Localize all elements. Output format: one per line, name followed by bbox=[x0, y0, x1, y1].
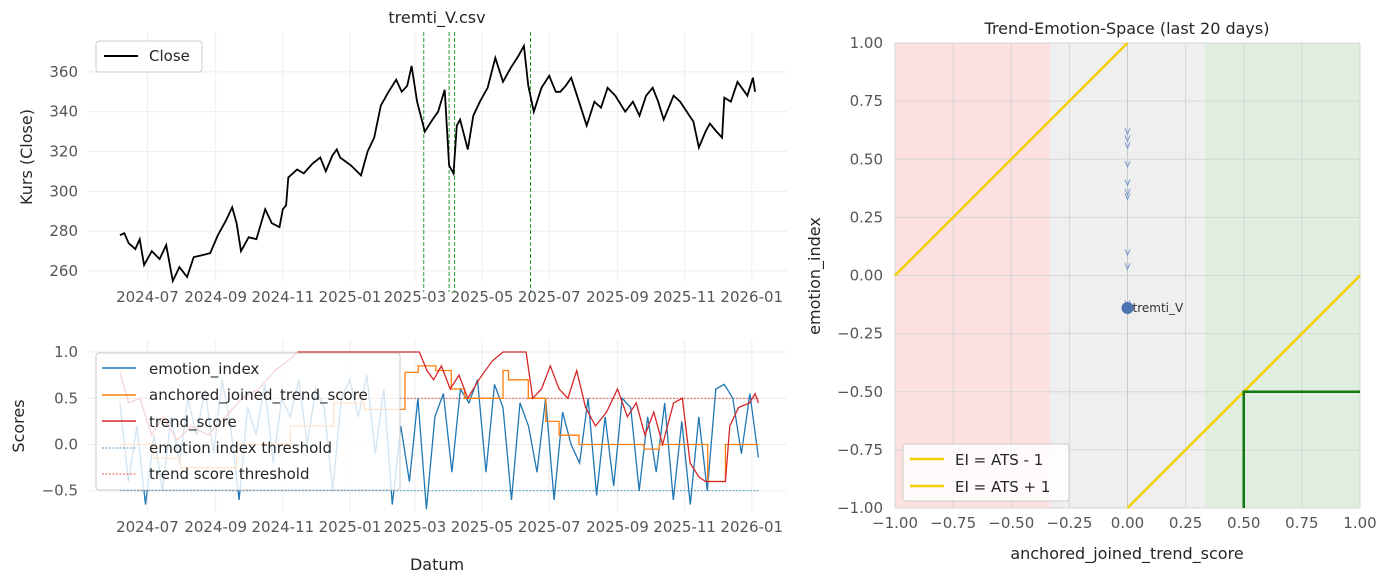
trail-arrow-marker bbox=[1124, 263, 1131, 271]
legend-box bbox=[95, 40, 203, 73]
x-tick-label: 2025-11 bbox=[653, 518, 716, 536]
legend-label-emotion-threshold: emotion index threshold bbox=[149, 439, 332, 457]
close-legend: Close bbox=[95, 40, 203, 73]
x-tick-label: 2024-07 bbox=[116, 518, 179, 536]
legend-label-trend-threshold: trend score threshold bbox=[149, 465, 309, 483]
legend-label-emotion-index: emotion_index bbox=[149, 360, 259, 379]
trail-arrow-marker bbox=[1124, 135, 1131, 143]
close-y-label: Kurs (Close) bbox=[17, 109, 36, 205]
legend-box bbox=[95, 352, 401, 491]
close-chart-title: tremti_V.csv bbox=[388, 8, 485, 28]
y-tick-label: −0.25 bbox=[837, 325, 883, 343]
close-series-line bbox=[119, 42, 756, 284]
x-tick-label: −0.25 bbox=[1046, 514, 1092, 532]
x-tick-label: 2026-01 bbox=[720, 288, 783, 306]
scores-legend: emotion_index anchored_joined_trend_scor… bbox=[95, 352, 401, 491]
y-tick-label: 340 bbox=[49, 103, 78, 121]
y-tick-label: 0.50 bbox=[850, 150, 883, 168]
x-tick-label: 2026-01 bbox=[720, 518, 783, 536]
y-tick-label: 260 bbox=[49, 262, 78, 280]
y-tick-label: 300 bbox=[49, 182, 78, 200]
x-tick-label: 2025-01 bbox=[319, 288, 382, 306]
x-tick-label: 2025-03 bbox=[384, 288, 447, 306]
y-tick-label: 320 bbox=[49, 143, 78, 161]
x-tick-label: 2025-07 bbox=[518, 288, 581, 306]
x-tick-label: 1.00 bbox=[1343, 514, 1376, 532]
x-tick-label: 2025-07 bbox=[518, 518, 581, 536]
legend-label-ei-ats-plus-1: EI = ATS + 1 bbox=[955, 478, 1050, 496]
legend-box bbox=[902, 443, 1070, 502]
close-price-axes: 260 280 300 320 340 360 2024-07 2024-09 2024-11 2… bbox=[49, 32, 787, 306]
y-tick-label: 1.0 bbox=[54, 343, 78, 361]
y-tick-label: 0.5 bbox=[54, 389, 78, 407]
trail-arrow-marker bbox=[1124, 188, 1131, 197]
trail-arrow-marker bbox=[1124, 179, 1131, 187]
scores-y-label: Scores bbox=[9, 399, 28, 452]
target-zone-line bbox=[1242, 390, 1360, 508]
legend-label-trend-score: trend_score bbox=[149, 413, 237, 432]
trail-arrow-marker bbox=[1124, 160, 1131, 169]
current-point-label: tremti_V bbox=[1133, 301, 1184, 315]
y-tick-label: 0.75 bbox=[850, 92, 883, 110]
x-tick-label: 2025-05 bbox=[451, 288, 514, 306]
x-tick-label: 0.00 bbox=[1111, 514, 1144, 532]
y-tick-label: −0.75 bbox=[837, 441, 883, 459]
legend-label-ats: anchored_joined_trend_score bbox=[149, 386, 368, 405]
y-tick-label: 0.00 bbox=[850, 267, 883, 285]
space-y-label: emotion_index bbox=[805, 217, 825, 335]
x-tick-label: 0.50 bbox=[1227, 514, 1260, 532]
legend-label-ei-ats-minus-1: EI = ATS - 1 bbox=[955, 451, 1043, 469]
y-tick-label: 0.25 bbox=[850, 208, 883, 226]
trend-emotion-space-axes: −1.00 −0.75 −0.50 −0.25 0.00 0.25 0.50 0.75 1.00… bbox=[837, 34, 1377, 532]
y-tick-label: 280 bbox=[49, 222, 78, 240]
space-chart-title: Trend-Emotion-Space (last 20 days) bbox=[984, 19, 1270, 38]
x-tick-label: 2025-11 bbox=[653, 288, 716, 306]
x-tick-label: 2024-09 bbox=[184, 288, 247, 306]
x-tick-label: 2024-09 bbox=[184, 518, 247, 536]
y-tick-label: 1.00 bbox=[850, 34, 883, 52]
x-tick-label: 2025-05 bbox=[451, 518, 514, 536]
y-tick-label: 360 bbox=[49, 63, 78, 81]
space-legend: EI = ATS - 1 EI = ATS + 1 bbox=[902, 443, 1070, 502]
x-tick-label: 2025-09 bbox=[586, 518, 649, 536]
trail-arrow-marker bbox=[1124, 142, 1131, 150]
x-tick-label: −0.75 bbox=[930, 514, 976, 532]
diagonal-line bbox=[894, 42, 1129, 277]
y-tick-label: −0.50 bbox=[837, 383, 883, 401]
scores-x-label: Datum bbox=[410, 555, 464, 574]
x-tick-label: −0.50 bbox=[988, 514, 1034, 532]
x-tick-label: 2025-01 bbox=[319, 518, 382, 536]
trail-arrow-marker bbox=[1124, 193, 1131, 201]
y-tick-label: −1.00 bbox=[837, 499, 883, 517]
current-point-marker bbox=[1121, 302, 1134, 315]
space-x-label: anchored_joined_trend_score bbox=[1010, 544, 1243, 564]
x-tick-label: 2024-07 bbox=[116, 288, 179, 306]
x-tick-label: 0.75 bbox=[1285, 514, 1318, 532]
y-tick-label: 0.0 bbox=[54, 435, 78, 453]
x-tick-label: 2025-09 bbox=[586, 288, 649, 306]
x-tick-label: −1.00 bbox=[872, 514, 918, 532]
legend-label-close: Close bbox=[149, 47, 190, 65]
y-tick-label: −0.5 bbox=[42, 482, 78, 500]
trail-arrow-marker bbox=[1124, 128, 1131, 136]
x-tick-label: 2024-11 bbox=[251, 288, 314, 306]
x-tick-label: 2024-11 bbox=[251, 518, 314, 536]
trail-arrow-marker bbox=[1124, 249, 1131, 257]
x-tick-label: 0.25 bbox=[1169, 514, 1202, 532]
x-tick-label: 2025-03 bbox=[384, 518, 447, 536]
